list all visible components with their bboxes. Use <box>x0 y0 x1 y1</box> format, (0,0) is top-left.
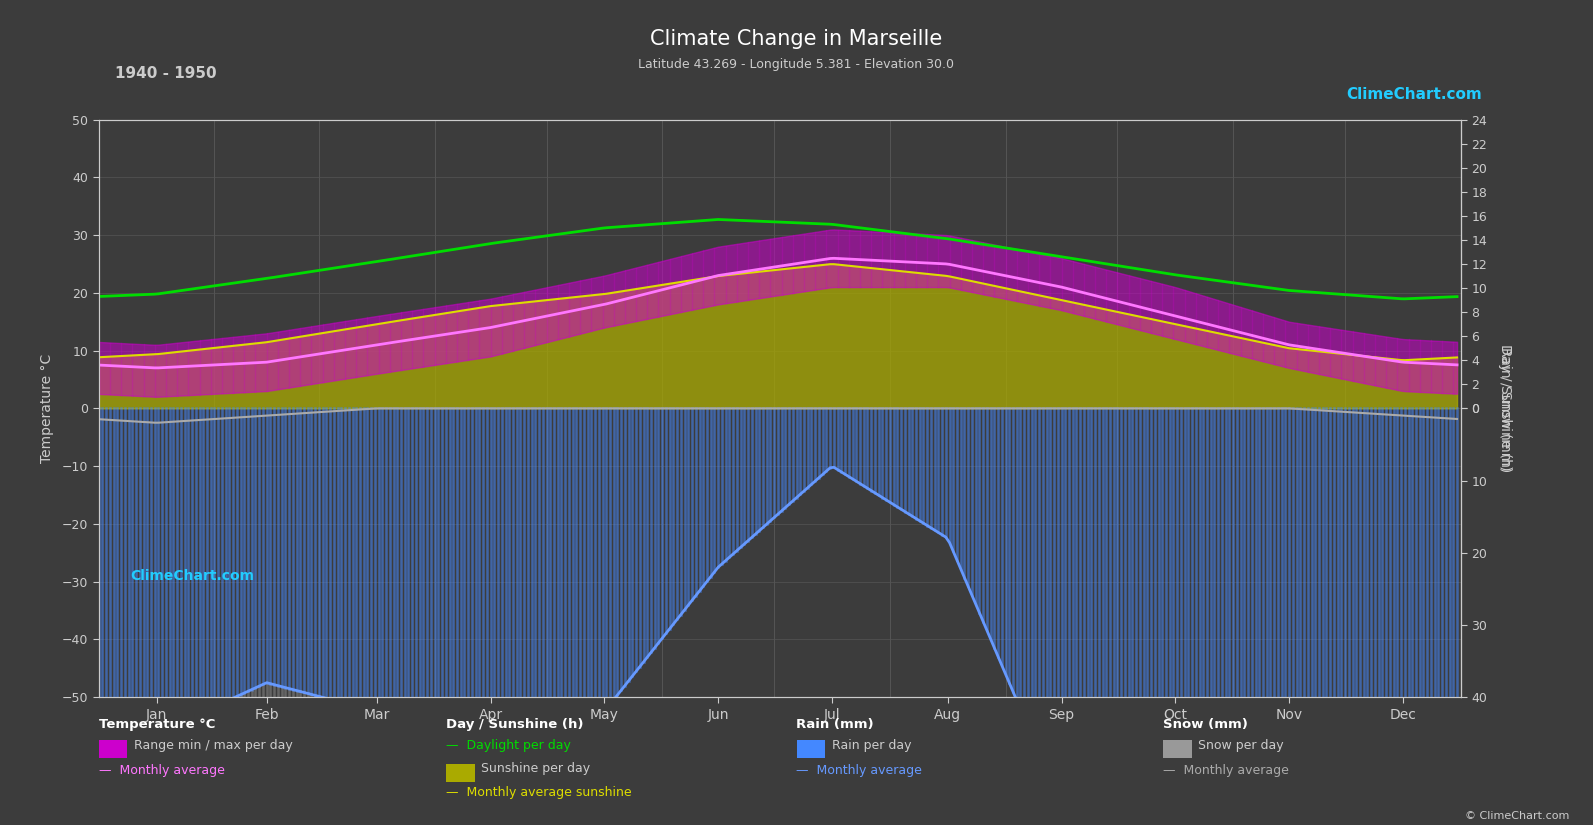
Y-axis label: Day / Sunshine (h): Day / Sunshine (h) <box>1497 344 1512 473</box>
Text: Sunshine per day: Sunshine per day <box>481 762 591 776</box>
Text: Range min / max per day: Range min / max per day <box>134 739 293 752</box>
Text: Rain per day: Rain per day <box>832 739 911 752</box>
Text: Day / Sunshine (h): Day / Sunshine (h) <box>446 718 583 731</box>
Text: Snow per day: Snow per day <box>1198 739 1284 752</box>
Y-axis label: Rain / Snow (mm): Rain / Snow (mm) <box>1497 346 1512 470</box>
Y-axis label: Temperature °C: Temperature °C <box>40 354 54 463</box>
Text: —  Monthly average: — Monthly average <box>99 764 225 776</box>
Text: Rain (mm): Rain (mm) <box>796 718 875 731</box>
Text: Latitude 43.269 - Longitude 5.381 - Elevation 30.0: Latitude 43.269 - Longitude 5.381 - Elev… <box>639 58 954 71</box>
Text: Climate Change in Marseille: Climate Change in Marseille <box>650 29 943 49</box>
Text: ClimeChart.com: ClimeChart.com <box>1346 87 1481 101</box>
Text: ClimeChart.com: ClimeChart.com <box>131 569 255 583</box>
Text: 1940 - 1950: 1940 - 1950 <box>115 66 217 81</box>
Text: —  Monthly average: — Monthly average <box>1163 764 1289 776</box>
Text: Temperature °C: Temperature °C <box>99 718 215 731</box>
Text: Snow (mm): Snow (mm) <box>1163 718 1247 731</box>
Text: —  Monthly average sunshine: — Monthly average sunshine <box>446 785 632 799</box>
Text: © ClimeChart.com: © ClimeChart.com <box>1464 811 1569 821</box>
Text: —  Monthly average: — Monthly average <box>796 764 922 776</box>
Text: —  Daylight per day: — Daylight per day <box>446 739 570 752</box>
